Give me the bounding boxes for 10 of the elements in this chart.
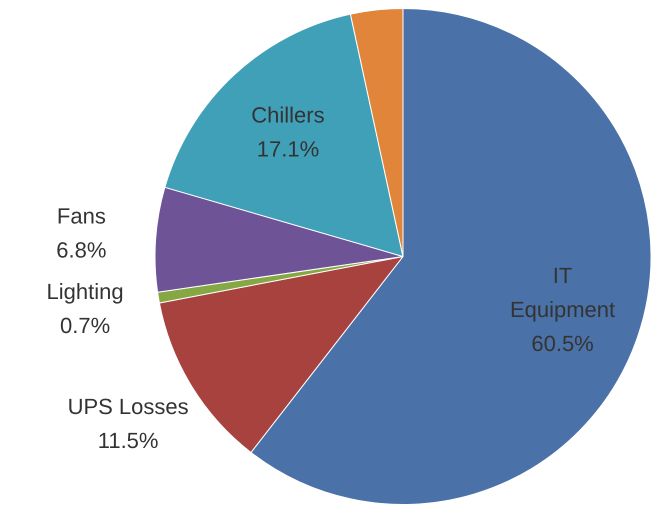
data-label: 17.1% (256, 136, 320, 162)
slice-label: Fans (56, 203, 106, 228)
data-label: 6.8% (56, 237, 106, 262)
data-label: 11.5% (98, 428, 158, 454)
slice-label: UPS Losses (68, 394, 189, 420)
slice-label: Lighting (46, 278, 124, 304)
data-label: 60.5% (531, 331, 594, 356)
slice-label: IT Equipment (510, 263, 616, 322)
slice-label: Chillers (251, 102, 325, 128)
data-label: 0.7% (60, 312, 110, 338)
